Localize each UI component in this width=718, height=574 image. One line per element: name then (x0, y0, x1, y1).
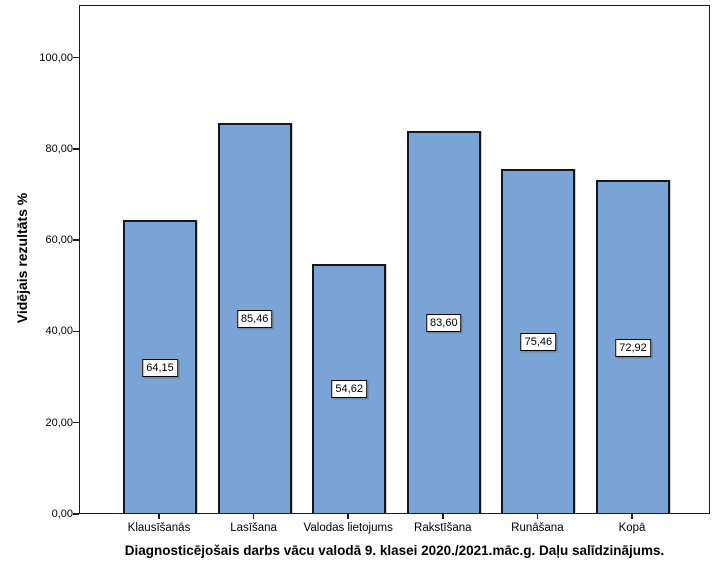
bar-3: 83,60 (406, 131, 481, 513)
x-tick-label: Klausīšanās (127, 522, 191, 534)
x-tick-mark (442, 514, 444, 519)
y-tick-label: 0,00 (51, 508, 73, 520)
y-tick-label: 60,00 (45, 234, 73, 247)
x-tick-mark (631, 514, 633, 519)
bar-4: 75,46 (501, 168, 576, 513)
x-tick-mark (536, 514, 539, 519)
x-tick-mark (158, 514, 160, 519)
bar-value-label: 64,15 (142, 358, 178, 377)
bar-value-label: 83,60 (426, 314, 462, 333)
y-tick-label: 20,00 (45, 416, 73, 429)
y-tick-mark (73, 330, 79, 333)
bar-value-label: 75,46 (520, 332, 557, 351)
x-tick-label: Runāšana (511, 522, 564, 534)
y-tick-mark (73, 421, 79, 424)
bar-1: 85,46 (217, 122, 292, 513)
y-tick-label: 100,00 (39, 51, 73, 64)
y-axis-title: Vidējais rezultāts % (14, 192, 30, 324)
bar-5: 72,92 (596, 180, 670, 513)
y-tick-label: 40,00 (45, 325, 73, 338)
y-tick-mark (73, 56, 79, 59)
bar-value-label: 72,92 (615, 338, 651, 357)
y-tick-mark (73, 513, 79, 515)
bar-value-label: 54,62 (331, 380, 367, 399)
x-tick-mark (347, 514, 349, 519)
x-tick-label: Kopā (618, 522, 646, 534)
y-tick-label: 80,00 (45, 142, 73, 155)
y-tick-mark (73, 239, 79, 241)
x-tick-mark (252, 514, 255, 519)
x-tick-label: Lasīšana (230, 522, 277, 534)
y-tick-mark (73, 148, 79, 150)
bar-value-label: 85,46 (236, 309, 273, 328)
chart-title: Diagnosticējošais darbs vācu valodā 9. k… (124, 543, 665, 558)
plot-area: 64,15 85,46 54,62 83,60 75,46 72,92 (79, 5, 710, 514)
x-tick-label: Rakstīšana (414, 522, 472, 534)
bar-2: 54,62 (312, 263, 387, 513)
x-tick-label: Valodas lietojums (303, 522, 393, 534)
bar-0: 64,15 (123, 220, 197, 513)
